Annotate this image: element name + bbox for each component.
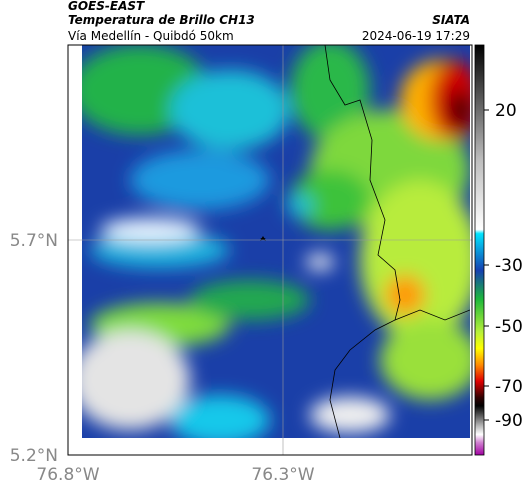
org: SIATA [432, 13, 470, 27]
source: GOES-EAST [68, 0, 145, 13]
colorbar-tick-label: -50 [495, 317, 523, 337]
subtitle: Vía Medellín - Quibdó 50km [68, 29, 234, 43]
datetime: 2024-06-19 17:29 [362, 29, 470, 43]
lon-label: 76.3°W [251, 465, 314, 485]
lon-label: 76.8°W [36, 465, 99, 485]
map-frame [67, 44, 473, 456]
satellite-image [82, 45, 470, 438]
colorbar-tick-label: 20 [495, 101, 517, 121]
colorbar-ticks: 20 -30 -50 -70 -90 [484, 101, 523, 431]
colorbar-tick-label: -30 [495, 256, 523, 276]
title: Temperatura de Brillo CH13 [68, 13, 255, 27]
lat-label: 5.7°N [10, 231, 58, 251]
lat-label: 5.2°N [10, 446, 58, 466]
colorbar [474, 44, 485, 456]
colorbar-tick-label: -90 [495, 411, 523, 431]
colorbar-tick-label: -70 [495, 377, 523, 397]
